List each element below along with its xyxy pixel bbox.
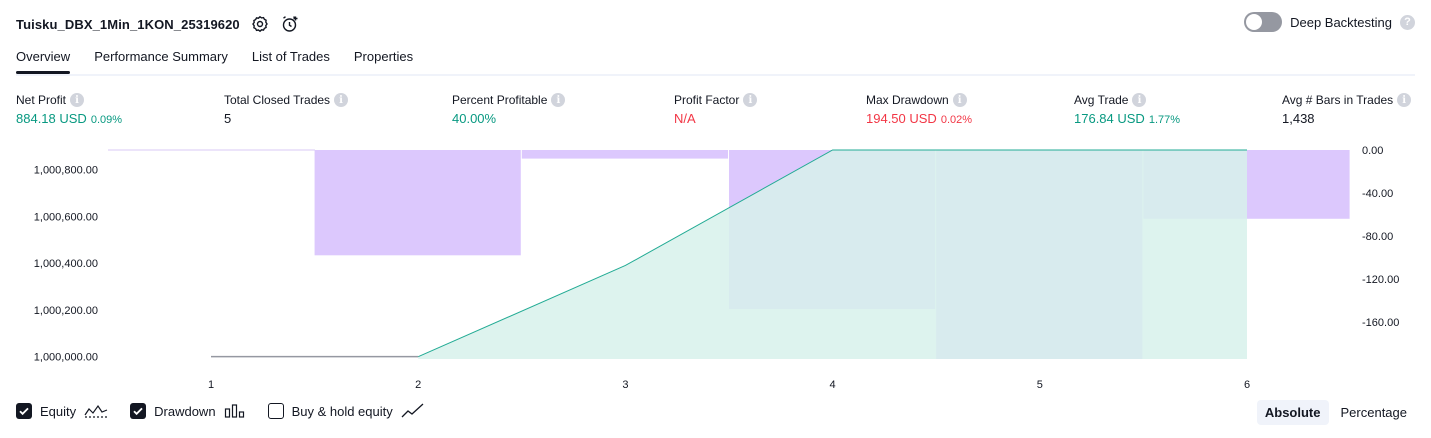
drawdown-bar: [314, 150, 521, 256]
info-icon[interactable]: i: [1397, 93, 1412, 107]
metric-max-drawdown: Max Drawdown i 194.50 USD 0.02%: [866, 93, 972, 126]
drawdown-y-tick: 0.00: [1362, 145, 1383, 157]
tab-list-of-trades[interactable]: List of Trades: [251, 49, 330, 64]
metric-percent: 0.02%: [940, 114, 973, 126]
deep-backtesting-control: Deep Backtesting ?: [1244, 12, 1415, 32]
metric-value: 176.84 USD: [1074, 111, 1145, 126]
drawdown-y-tick: -120.00: [1362, 274, 1399, 286]
metric-value: 40.00%: [452, 111, 497, 126]
equity-line-icon: [84, 403, 108, 419]
info-icon[interactable]: i: [952, 93, 967, 107]
metric-label: Net Profit: [16, 93, 67, 107]
metric-value: 1,438: [1282, 111, 1315, 126]
x-tick: 1: [208, 379, 214, 391]
legend-buy-hold-equity[interactable]: Buy & hold equity: [267, 403, 425, 419]
info-icon[interactable]: i: [551, 93, 566, 107]
mode-percentage-button[interactable]: Percentage: [1340, 405, 1408, 420]
equity-drawdown-chart[interactable]: 1,000,000.00 1,000,200.00 1,000,400.00 1,00…: [0, 140, 1431, 395]
equity-y-tick: 1,000,000.00: [34, 352, 98, 364]
metric-label: Percent Profitable: [452, 93, 548, 107]
drawdown-y-axis: 0.00 -40.00 -80.00 -120.00 -160.00: [1362, 145, 1399, 329]
metric-avg-trade: Avg Trade i 176.84 USD 1.77%: [1074, 93, 1180, 126]
value-mode-switch: Absolute Percentage: [1256, 400, 1415, 425]
metric-percent: 0.09%: [90, 114, 123, 126]
metric-label: Profit Factor: [674, 93, 740, 107]
drawdown-y-tick: -40.00: [1362, 188, 1393, 200]
x-tick: 5: [1037, 379, 1043, 391]
legend-drawdown[interactable]: Drawdown: [130, 403, 245, 419]
tab-performance-summary[interactable]: Performance Summary: [94, 49, 228, 64]
equity-y-tick: 1,000,200.00: [34, 305, 98, 317]
equity-y-tick: 1,000,800.00: [34, 165, 98, 177]
report-tabs: Overview Performance Summary List of Tra…: [16, 44, 1415, 76]
tab-properties[interactable]: Properties: [353, 49, 414, 64]
info-icon[interactable]: i: [1132, 93, 1147, 107]
metrics-row: Net Profit i 884.18 USD 0.09% Total Closed…: [16, 93, 1415, 133]
metric-net-profit: Net Profit i 884.18 USD 0.09%: [16, 93, 122, 126]
buy-hold-line-icon: [401, 403, 425, 419]
metric-value: 5: [224, 111, 232, 126]
metric-value: 194.50 USD: [866, 111, 937, 126]
settings-gear-icon[interactable]: [250, 14, 270, 34]
help-question-icon[interactable]: ?: [1400, 14, 1415, 30]
x-tick: 2: [415, 379, 421, 391]
strategy-title: Tuisku_DBX_1Min_1KON_25319620: [16, 16, 240, 32]
x-tick: 3: [622, 379, 628, 391]
info-icon[interactable]: i: [743, 93, 758, 107]
add-alert-clock-icon[interactable]: [280, 14, 300, 34]
metric-label: Total Closed Trades: [224, 93, 331, 107]
x-tick: 4: [830, 379, 836, 391]
drawdown-y-tick: -160.00: [1362, 317, 1399, 329]
chart-legend: Equity Drawdown Buy & hold equity: [16, 403, 425, 419]
legend-equity-label: Equity: [40, 403, 77, 419]
drawdown-y-tick: -80.00: [1362, 231, 1393, 243]
legend-buy-hold-label: Buy & hold equity: [291, 403, 393, 419]
buy-hold-checkbox[interactable]: [267, 403, 284, 419]
equity-y-tick: 1,000,600.00: [34, 211, 98, 223]
metric-value: N/A: [674, 111, 696, 126]
metric-label: Avg # Bars in Trades: [1282, 93, 1394, 107]
trade-number-x-axis: 1 2 3 4 5 6: [208, 379, 1250, 391]
equity-line: [417, 149, 1247, 358]
drawdown-bar: [521, 150, 728, 159]
legend-equity[interactable]: Equity: [16, 403, 108, 419]
metric-percent: 1.77%: [1148, 114, 1181, 126]
metric-profit-factor: Profit Factor i N/A: [674, 93, 758, 126]
equity-area-fill: [418, 150, 1247, 359]
drawdown-checkbox[interactable]: [130, 403, 147, 419]
deep-backtesting-toggle[interactable]: [1244, 12, 1283, 32]
strategy-header: Tuisku_DBX_1Min_1KON_25319620: [16, 12, 300, 36]
deep-backtesting-label: Deep Backtesting: [1290, 14, 1392, 30]
info-icon[interactable]: i: [70, 93, 85, 107]
metric-avg-bars-in-trades: Avg # Bars in Trades i 1,438: [1282, 93, 1412, 126]
toggle-knob: [1246, 14, 1263, 30]
metric-label: Avg Trade: [1074, 93, 1129, 107]
metric-label: Max Drawdown: [866, 93, 949, 107]
info-icon[interactable]: i: [334, 93, 349, 107]
legend-drawdown-label: Drawdown: [154, 403, 216, 419]
mode-absolute-button[interactable]: Absolute: [1256, 400, 1329, 425]
metric-total-closed-trades: Total Closed Trades i 5: [224, 93, 349, 126]
x-tick: 6: [1244, 379, 1250, 391]
metric-value: 884.18 USD: [16, 111, 87, 126]
drawdown-bars-icon: [224, 403, 246, 419]
tab-overview[interactable]: Overview: [16, 44, 71, 74]
equity-y-tick: 1,000,400.00: [34, 258, 98, 270]
equity-checkbox[interactable]: [16, 403, 32, 419]
metric-percent-profitable: Percent Profitable i 40.00%: [452, 93, 566, 126]
equity-y-axis: 1,000,000.00 1,000,200.00 1,000,400.00 1,00…: [34, 165, 98, 364]
